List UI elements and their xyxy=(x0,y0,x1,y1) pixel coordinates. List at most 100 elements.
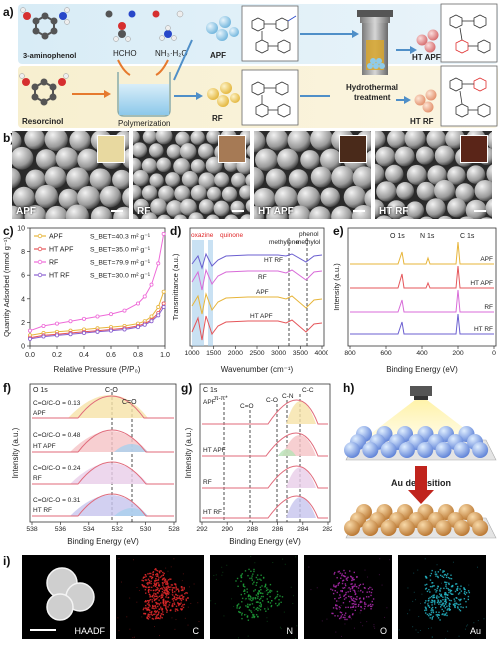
signal-pixel xyxy=(451,578,452,579)
legend-marker xyxy=(38,273,42,277)
signal-pixel xyxy=(336,605,337,606)
signal-pixel xyxy=(152,606,153,607)
signal-pixel xyxy=(355,610,356,611)
ht-apf-label: HT APF xyxy=(412,53,441,62)
signal-pixel xyxy=(262,593,263,594)
apf-label: APF xyxy=(210,51,226,60)
signal-pixel xyxy=(170,586,171,587)
signal-pixel xyxy=(154,584,155,585)
x-tick-labels: 800 600 400 200 0 xyxy=(344,346,496,357)
signal-pixel xyxy=(342,590,343,591)
scale-bar xyxy=(353,210,365,212)
signal-pixel xyxy=(259,605,260,606)
eds-map-au: Au xyxy=(398,555,486,639)
signal-pixel xyxy=(431,596,432,597)
signal-pixel xyxy=(263,596,264,597)
signal-pixel xyxy=(444,574,445,575)
signal-pixel xyxy=(168,579,169,580)
signal-pixel xyxy=(456,588,457,589)
signal-pixel xyxy=(362,625,363,626)
signal-pixel xyxy=(432,609,433,610)
signal-pixel xyxy=(291,587,292,588)
signal-pixel xyxy=(261,605,262,606)
signal-pixel xyxy=(145,576,146,577)
signal-pixel xyxy=(243,584,244,585)
y-tick-label: 2 xyxy=(21,320,25,327)
signal-pixel xyxy=(166,611,167,612)
signal-pixel xyxy=(367,577,368,578)
signal-pixel xyxy=(317,587,318,588)
signal-pixel xyxy=(150,590,151,591)
x-tick-label: 292 xyxy=(196,526,208,533)
signal-pixel xyxy=(257,582,258,583)
signal-pixel xyxy=(334,615,335,616)
signal-pixel xyxy=(257,607,258,608)
signal-pixel xyxy=(152,615,153,616)
signal-pixel xyxy=(148,589,149,590)
signal-pixel xyxy=(189,586,190,587)
signal-pixel xyxy=(340,573,341,574)
sphere xyxy=(375,147,395,167)
signal-pixel xyxy=(430,579,431,580)
signal-pixel xyxy=(241,614,242,615)
y-axis-label: Transmittance (a.u.) xyxy=(171,253,180,320)
signal-pixel xyxy=(145,589,146,590)
y-tick-label: 6 xyxy=(21,273,25,280)
nh3-label: NH₃·H₂O xyxy=(155,49,188,58)
x-tick-label: 530 xyxy=(140,526,152,533)
signal-pixel xyxy=(266,587,267,588)
signal-pixel xyxy=(175,608,176,609)
signal-pixel xyxy=(429,607,430,608)
signal-pixel xyxy=(159,609,160,610)
signal-pixel xyxy=(252,579,253,580)
sample-apf: APF xyxy=(203,399,216,406)
panel-label-i: i) xyxy=(3,554,10,568)
signal-pixel xyxy=(256,577,257,578)
signal-pixel xyxy=(442,599,443,600)
signal-pixel xyxy=(153,614,154,615)
series-label-ht-rf: HT RF xyxy=(474,326,493,333)
signal-pixel xyxy=(155,610,156,611)
sphere xyxy=(266,168,286,188)
signal-pixel xyxy=(483,618,484,619)
signal-pixel xyxy=(369,587,370,588)
signal-pixel xyxy=(352,609,353,610)
peak-c1s: C 1s xyxy=(460,233,475,240)
signal-pixel xyxy=(345,607,346,608)
signal-pixel xyxy=(156,603,157,604)
signal-pixel xyxy=(166,590,167,591)
signal-pixel xyxy=(162,591,163,592)
signal-pixel xyxy=(363,598,364,599)
signal-pixel xyxy=(267,594,268,595)
signal-pixel xyxy=(183,596,184,597)
signal-pixel xyxy=(337,585,338,586)
signal-pixel xyxy=(170,578,171,579)
signal-pixel xyxy=(322,620,323,621)
signal-pixel xyxy=(145,608,146,609)
peak-cn-label: C-N xyxy=(282,393,294,400)
sphere xyxy=(344,520,360,536)
signal-pixel xyxy=(171,617,172,618)
signal-pixel xyxy=(455,583,456,584)
signal-pixel xyxy=(447,597,448,598)
signal-pixel xyxy=(161,595,162,596)
legend-label: HT RF xyxy=(49,273,69,280)
signal-pixel xyxy=(163,614,164,615)
signal-pixel xyxy=(335,590,336,591)
signal-pixel xyxy=(172,594,173,595)
sphere xyxy=(417,182,436,201)
signal-pixel xyxy=(221,567,222,568)
signal-pixel xyxy=(460,585,461,586)
signal-pixel xyxy=(256,614,257,615)
signal-pixel xyxy=(155,605,156,606)
signal-pixel xyxy=(355,606,356,607)
signal-pixel xyxy=(382,585,383,586)
signal-pixel xyxy=(468,599,469,600)
signal-pixel xyxy=(435,591,436,592)
signal-pixel xyxy=(445,638,446,639)
signal-pixel xyxy=(155,576,156,577)
signal-pixel xyxy=(240,575,241,576)
ftir-chart: oxazine quinone methylene phenol methylo… xyxy=(168,222,328,380)
signal-pixel xyxy=(256,594,257,595)
signal-pixel xyxy=(166,587,167,588)
